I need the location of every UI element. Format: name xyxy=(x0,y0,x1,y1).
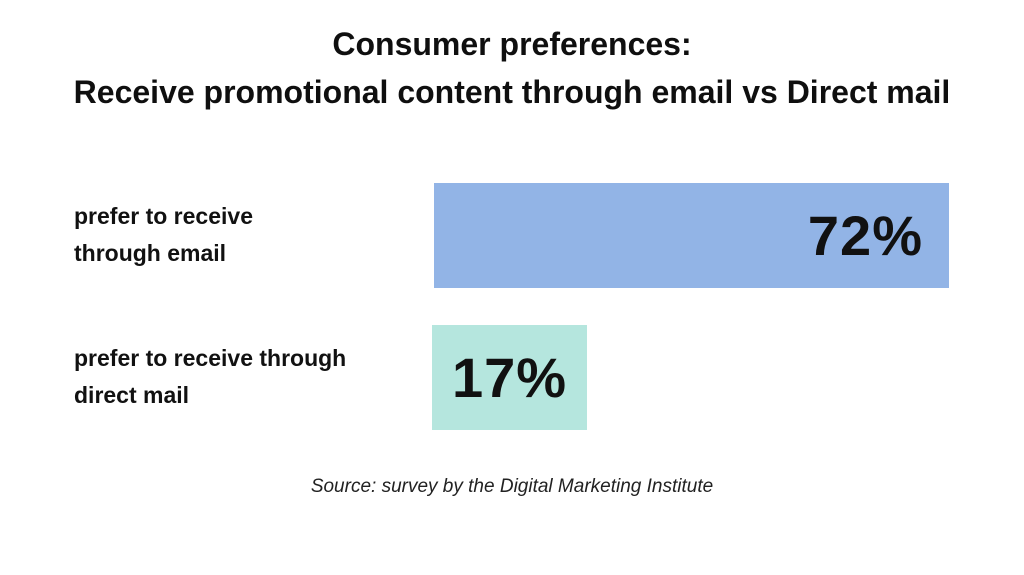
row-label-direct-mail-line-1: prefer to receive through xyxy=(74,345,347,371)
chart-title-line-2: Receive promotional content through emai… xyxy=(73,74,951,110)
source-note: Source: survey by the Digital Marketing … xyxy=(310,476,714,497)
row-label-email: prefer to receive through email xyxy=(74,198,253,272)
bar-value-label-direct-mail: 17% xyxy=(451,346,568,409)
row-label-email-line-1: prefer to receive xyxy=(74,203,253,229)
chart-title: Consumer preferences: Receive promotiona… xyxy=(0,20,1024,116)
bar-direct-mail: 17% xyxy=(432,325,587,430)
bar-email: 72% xyxy=(434,183,949,288)
bar-value-label-email: 72% xyxy=(807,204,923,267)
row-label-direct-mail-line-2: direct mail xyxy=(74,382,190,408)
row-label-email-line-2: through email xyxy=(74,240,227,266)
chart-title-line-1: Consumer preferences: xyxy=(332,26,692,62)
row-label-direct-mail: prefer to receive through direct mail xyxy=(74,340,346,414)
